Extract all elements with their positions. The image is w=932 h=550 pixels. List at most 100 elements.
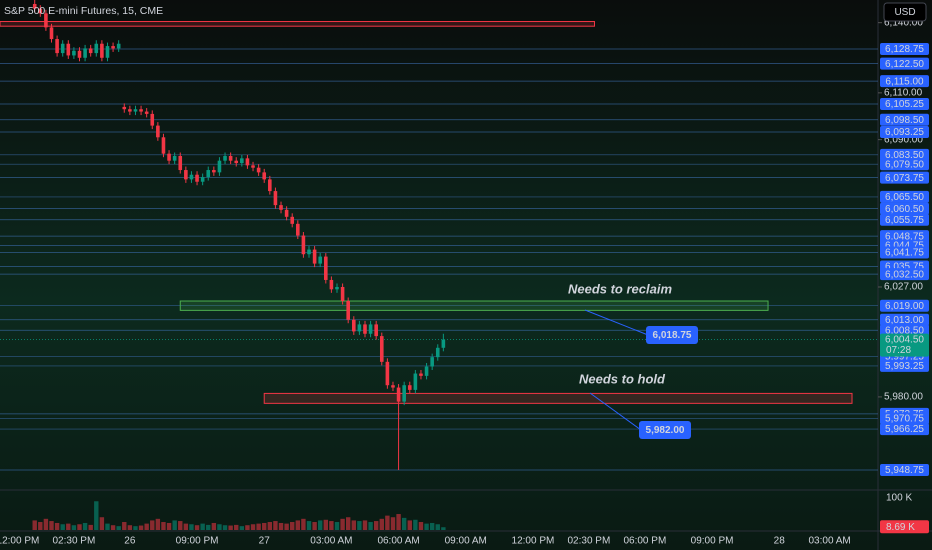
candle-body bbox=[368, 324, 373, 334]
candle-body bbox=[324, 256, 328, 280]
level-label: 6,065.50 bbox=[885, 192, 924, 203]
candle-body bbox=[184, 170, 188, 180]
x-tick-label: 06:00 PM bbox=[623, 536, 666, 547]
level-label: 6,060.50 bbox=[885, 204, 924, 215]
volume-bar bbox=[77, 524, 82, 530]
candle-body bbox=[189, 174, 194, 180]
volume-bar bbox=[206, 524, 211, 530]
level-lines bbox=[0, 21, 878, 471]
candle-body bbox=[391, 385, 395, 388]
x-tick-label: 02:30 PM bbox=[567, 536, 610, 547]
level-label: 6,128.75 bbox=[885, 44, 924, 55]
volume-bar bbox=[217, 524, 222, 530]
candle-body bbox=[357, 324, 362, 332]
candle-body bbox=[268, 179, 272, 192]
candle-body bbox=[38, 8, 43, 14]
current-price-label: 6,004.50 bbox=[885, 335, 924, 346]
x-tick-label: 12:00 PM bbox=[0, 536, 39, 547]
candle-body bbox=[212, 170, 216, 173]
volume-bar bbox=[362, 520, 368, 530]
zone bbox=[263, 392, 853, 404]
candle-body bbox=[116, 43, 121, 49]
level-label-box bbox=[880, 158, 929, 171]
volume-bar bbox=[189, 524, 194, 530]
level-label-box bbox=[880, 246, 929, 259]
zone bbox=[179, 300, 769, 311]
volume-last-box bbox=[880, 520, 929, 534]
x-tick-label: 06:00 AM bbox=[377, 536, 419, 547]
candle-body bbox=[195, 174, 199, 182]
candle-body bbox=[413, 373, 418, 390]
x-tick-label: 26 bbox=[124, 536, 136, 547]
volume-bar bbox=[373, 521, 379, 530]
level-label: 6,035.75 bbox=[885, 262, 924, 273]
level-label: 6,105.25 bbox=[885, 99, 924, 110]
y-tick-label: 6,090.00 bbox=[884, 134, 923, 145]
volume-bar bbox=[211, 522, 217, 530]
volume-bar bbox=[88, 524, 93, 530]
volume-bar bbox=[178, 521, 183, 530]
level-label: 6,008.50 bbox=[885, 325, 924, 336]
candle-body bbox=[72, 50, 76, 56]
volume-tick-label: 100 K bbox=[886, 493, 912, 504]
volume-bar bbox=[110, 525, 116, 530]
volume-bar bbox=[407, 520, 412, 530]
level-label: 6,115.00 bbox=[885, 76, 924, 87]
volume-bar bbox=[200, 523, 205, 530]
volume-bar bbox=[306, 521, 312, 530]
callout-label: 5,982.00 bbox=[646, 425, 685, 436]
volume-bar bbox=[234, 524, 239, 530]
volume-bar bbox=[351, 520, 356, 530]
candle-body bbox=[335, 286, 339, 290]
candle-body bbox=[156, 125, 160, 138]
volume-bar bbox=[390, 517, 396, 530]
level-label: 6,122.50 bbox=[885, 59, 924, 70]
candle-body bbox=[60, 43, 65, 54]
candle-body bbox=[245, 158, 250, 166]
volume-bar bbox=[245, 525, 250, 530]
candle-body bbox=[217, 160, 222, 173]
currency[interactable]: USD bbox=[894, 7, 915, 18]
candle-body bbox=[284, 209, 289, 217]
candle-body bbox=[100, 43, 104, 58]
candle-body bbox=[340, 286, 345, 302]
volume-bar bbox=[357, 521, 362, 530]
level-label-box bbox=[880, 313, 929, 326]
candle-body bbox=[430, 357, 434, 367]
volume-bar bbox=[183, 523, 189, 530]
candle-body bbox=[234, 160, 239, 164]
volume-bar bbox=[284, 523, 289, 530]
x-tick-label: 03:00 AM bbox=[310, 536, 352, 547]
candle-body bbox=[251, 165, 255, 168]
candle-body bbox=[223, 156, 227, 161]
level-label: 6,098.50 bbox=[885, 115, 924, 126]
volume-bar bbox=[435, 524, 440, 530]
volume-bar bbox=[133, 526, 138, 530]
volume-bar bbox=[441, 527, 446, 530]
volume-bar bbox=[401, 517, 407, 530]
axis: 6,140.00 6,110.00 6,090.00 6,027.00 5,980.00… bbox=[0, 17, 929, 547]
volume-bar bbox=[150, 520, 155, 530]
volume-bar bbox=[273, 521, 278, 530]
volume-bar bbox=[228, 525, 233, 530]
currency-box[interactable] bbox=[883, 2, 927, 22]
candle-body bbox=[66, 43, 71, 56]
volume-bar bbox=[318, 520, 323, 530]
candle-body bbox=[256, 167, 261, 173]
level-label: 6,048.75 bbox=[885, 231, 924, 242]
candle-body bbox=[128, 109, 132, 112]
volume-bar bbox=[82, 522, 88, 530]
callout-box bbox=[639, 421, 691, 439]
volume-bar bbox=[116, 526, 121, 530]
volume-bar bbox=[329, 521, 334, 530]
y-tick-label: 5,980.00 bbox=[884, 392, 923, 403]
callout-line bbox=[584, 309, 649, 336]
volume-bar bbox=[38, 522, 43, 530]
level-label: 6,013.00 bbox=[885, 315, 924, 326]
candle-body bbox=[279, 205, 283, 210]
candle-body bbox=[167, 153, 171, 161]
callout-label: 6,018.75 bbox=[653, 330, 692, 341]
y-tick-label: 6,027.00 bbox=[884, 282, 923, 293]
level-label: 5,948.75 bbox=[885, 465, 924, 476]
